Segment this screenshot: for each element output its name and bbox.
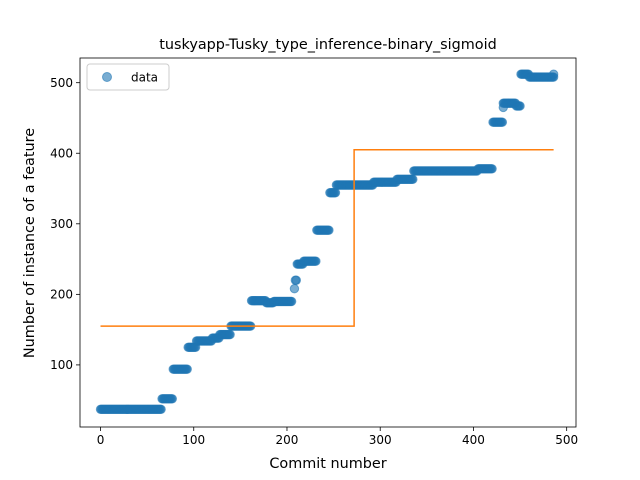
legend-box <box>86 63 170 91</box>
x-tick-label: 500 <box>555 433 578 447</box>
data-point <box>291 275 301 285</box>
y-tick-label: 500 <box>50 76 73 90</box>
data-point <box>324 225 334 235</box>
legend: data <box>86 63 170 91</box>
x-tick-label: 200 <box>276 433 299 447</box>
data-point <box>225 329 235 340</box>
step-line <box>100 148 554 327</box>
data-point <box>515 101 525 111</box>
data-point <box>289 284 300 294</box>
data-point <box>311 256 321 266</box>
x-tick-label: 300 <box>369 433 392 447</box>
data-point <box>286 296 297 307</box>
x-axis-ticks: 0 100 200 300 400 500 <box>97 427 578 447</box>
y-tick-label: 200 <box>50 288 73 302</box>
data-point <box>548 69 559 79</box>
y-tick-label: 100 <box>50 358 73 372</box>
step-line-layer <box>100 148 554 327</box>
y-axis-ticks: 100 200 300 400 500 <box>50 76 80 372</box>
legend-label-data: data <box>131 71 158 85</box>
plot-area <box>95 69 559 415</box>
data-point <box>167 394 178 404</box>
y-tick-label: 300 <box>50 217 73 231</box>
axes-frame <box>79 57 577 428</box>
x-tick-label: 400 <box>462 433 485 447</box>
x-axis-label: Commit number <box>269 456 386 472</box>
y-tick-label: 400 <box>50 147 73 161</box>
data-point <box>408 174 418 185</box>
chart-title: tuskyapp-Tusky_type_inference-binary_sig… <box>159 37 497 53</box>
data-point <box>156 404 166 415</box>
data-point <box>330 188 341 198</box>
data-point <box>182 364 192 374</box>
x-tick-label: 0 <box>97 433 105 447</box>
x-tick-label: 100 <box>182 433 205 447</box>
legend-marker-data <box>102 72 112 82</box>
data-point <box>487 164 497 174</box>
y-axis-label: Number of instance of a feature <box>22 128 38 358</box>
data-point <box>497 117 508 127</box>
data-point <box>498 102 508 113</box>
